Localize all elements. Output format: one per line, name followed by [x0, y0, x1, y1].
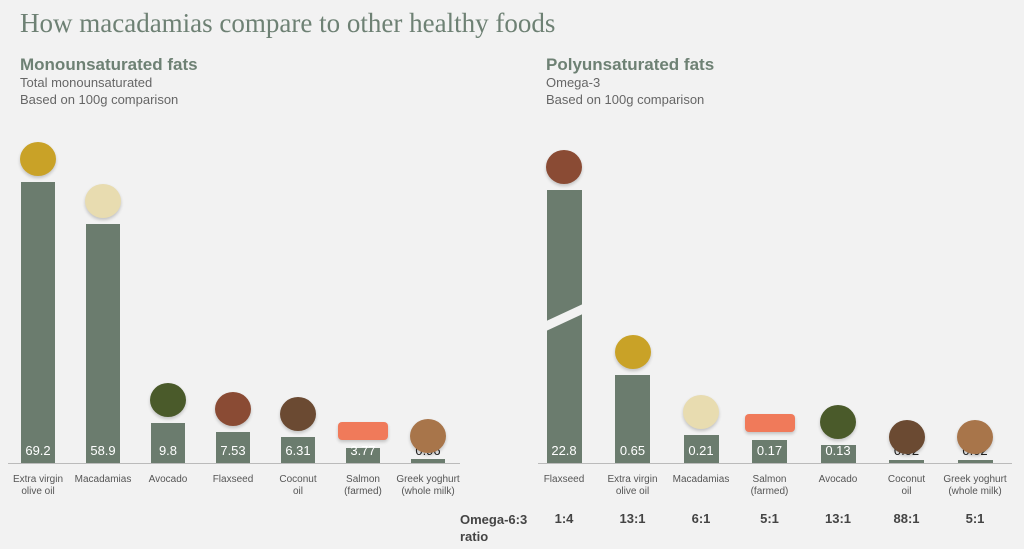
value-label: 9.8 [158, 443, 178, 458]
axis-line [8, 463, 460, 464]
value-label: 0.21 [688, 443, 714, 458]
ratio-value: 13:1 [824, 511, 852, 526]
axis-break [538, 302, 590, 333]
bar [820, 445, 856, 463]
food-icon-salmon [338, 421, 388, 440]
bar [281, 437, 315, 463]
x-tick-label: Avocado [148, 474, 188, 485]
chart-note: Based on 100g comparison [546, 92, 705, 107]
x-tick-label: Flaxseed [212, 474, 254, 485]
food-icon-avocado [150, 383, 186, 418]
bar [346, 447, 380, 463]
x-tick-label: Greek yoghurt (whole milk) [396, 474, 460, 497]
bar [216, 432, 250, 463]
chart-subtitle: Omega-3 [546, 75, 601, 90]
food-icon-olive [614, 335, 651, 370]
food-icon-olive [20, 142, 56, 177]
ratio-value: 88:1 [893, 511, 920, 526]
x-tick-label: Flaxseed [543, 474, 585, 485]
ratio-value: 13:1 [619, 511, 646, 526]
bar [86, 223, 120, 463]
bar [151, 423, 185, 463]
ratio-value: 5:1 [760, 511, 779, 526]
x-tick-label: Avocado [818, 474, 858, 485]
chart-note: Based on 100g comparison [20, 92, 179, 107]
food-icon-macadamia [683, 394, 719, 429]
value-label: 7.53 [220, 443, 246, 458]
x-tick-label: Macadamias [672, 474, 730, 485]
ratio-label: Omega-6:3 ratio [460, 512, 528, 544]
food-icon-coconut [280, 397, 316, 432]
x-tick-label: Extra virgin olive oil [607, 474, 658, 497]
bar [538, 190, 590, 463]
x-tick-label: Macadamias [74, 474, 132, 485]
bar [889, 460, 924, 463]
food-icon-salmon [744, 414, 795, 433]
ratio-value: 6:1 [691, 511, 711, 526]
bar [683, 434, 719, 463]
food-icon-yoghurt [410, 419, 446, 454]
food-icon-flax [546, 150, 582, 184]
bar [752, 440, 787, 463]
value-label: 58.9 [90, 443, 116, 458]
food-icon-yoghurt [957, 420, 993, 455]
food-icon-coconut [888, 420, 925, 455]
chart-title: Polyunsaturated fats [546, 55, 715, 74]
x-tick-label: Coconut oil [279, 474, 317, 497]
food-icon-macadamia [85, 183, 121, 218]
food-icon-flax [215, 392, 251, 427]
x-tick-label: Greek yoghurt (whole milk) [943, 474, 1007, 497]
x-tick-label: Salmon (farmed) [344, 474, 382, 497]
bar [615, 375, 650, 463]
main-title: How macadamias compare to other healthy … [20, 8, 556, 38]
chart-title: Monounsaturated fats [20, 55, 198, 74]
value-label: 22.8 [551, 443, 577, 458]
axis-line [538, 463, 1012, 464]
value-label: 0.13 [825, 443, 851, 458]
value-label: 69.2 [25, 443, 51, 458]
value-label: 3.77 [350, 443, 376, 458]
ratio-value: 5:1 [965, 511, 985, 526]
food-icon-avocado [820, 405, 856, 440]
value-label: 0.65 [619, 443, 646, 458]
x-tick-label: Extra virgin olive oil [12, 474, 63, 497]
x-tick-label: Coconut oil [887, 474, 926, 497]
value-label: 6.31 [285, 443, 311, 458]
bar [957, 460, 993, 463]
ratio-value: 1:4 [554, 511, 574, 526]
chart-subtitle: Total monounsaturated [20, 75, 153, 90]
bar [21, 182, 55, 463]
bar [411, 459, 445, 463]
x-tick-label: Salmon (farmed) [750, 474, 789, 497]
value-label: 0.17 [756, 443, 783, 458]
